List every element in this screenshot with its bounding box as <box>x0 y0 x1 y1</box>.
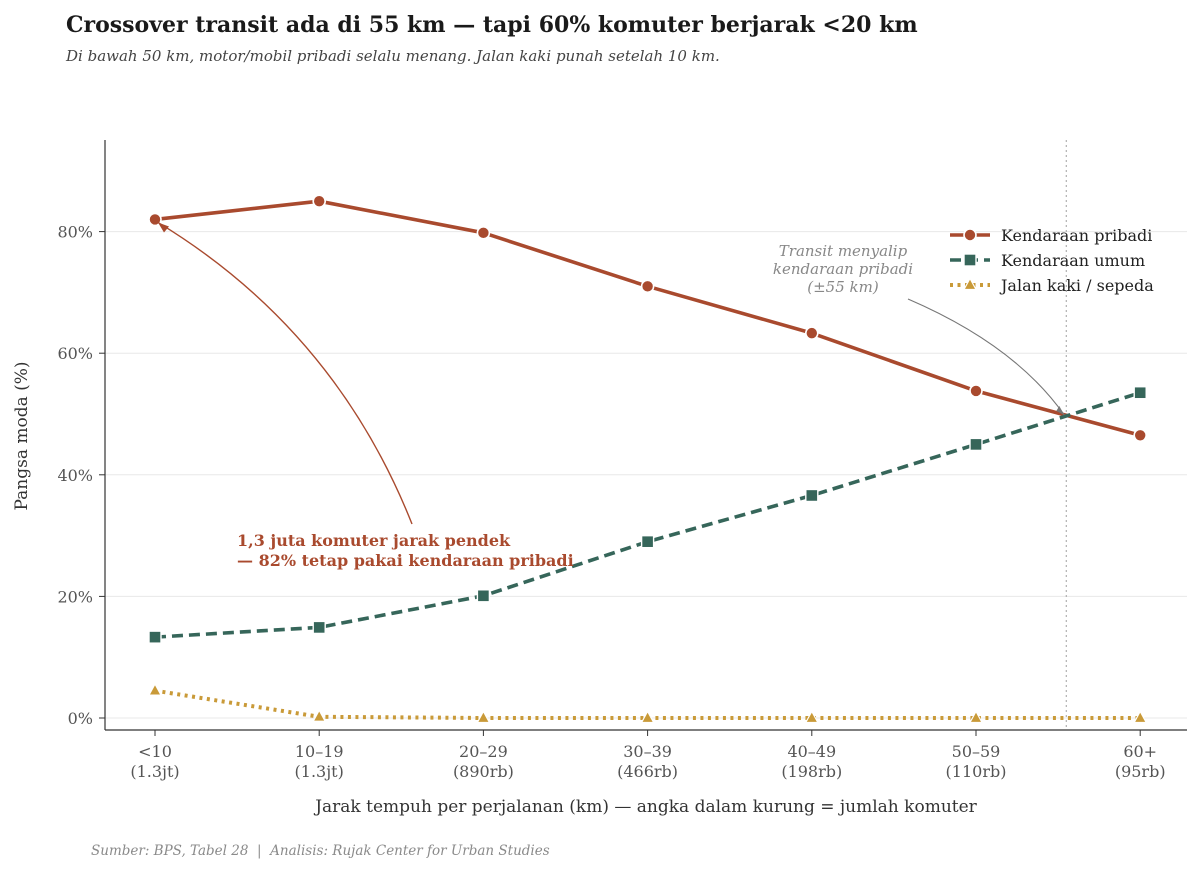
crossover-note-line: (±55 km) <box>807 278 879 296</box>
y-tick-label: 0% <box>68 709 93 728</box>
x-tick-label: 20–29 <box>459 742 508 761</box>
data-point <box>969 384 983 398</box>
legend-label: Kendaraan umum <box>1001 251 1145 270</box>
data-point <box>312 194 327 208</box>
data-point <box>147 682 163 696</box>
crossover-note-line: Transit menyalip <box>779 242 908 260</box>
x-tick-sublabel: (466rb) <box>617 762 678 781</box>
data-point <box>1133 710 1148 724</box>
data-point <box>804 710 819 724</box>
data-point <box>640 534 655 549</box>
y-tick-label: 40% <box>57 466 93 485</box>
y-tick-label: 20% <box>57 587 93 606</box>
source-note: Sumber: BPS, Tabel 28 | Analisis: Rujak … <box>91 843 550 859</box>
legend-label: Jalan kaki / sepeda <box>999 276 1154 295</box>
data-point <box>640 710 655 724</box>
x-tick-label: 50–59 <box>952 742 1001 761</box>
chart-subtitle: Di bawah 50 km, motor/mobil pribadi sela… <box>65 47 720 65</box>
y-axis-label: Pangsa moda (%) <box>12 361 32 510</box>
data-point <box>312 709 327 722</box>
series-1 <box>148 386 1147 644</box>
x-axis-label: Jarak tempuh per perjalanan (km) — angka… <box>313 797 977 817</box>
x-tick-sublabel: (890rb) <box>453 762 514 781</box>
data-point <box>1133 386 1147 400</box>
legend-label: Kendaraan pribadi <box>1001 226 1152 245</box>
x-tick-sublabel: (198rb) <box>781 762 842 781</box>
series-line <box>154 391 1141 639</box>
x-tick-label: 30–39 <box>623 742 672 761</box>
legend-item: Kendaraan umum <box>950 251 1145 270</box>
data-point <box>969 437 983 452</box>
y-ticks: 0% 20% 40% 60% 80% <box>57 223 105 728</box>
x-tick-label: 60+ <box>1123 742 1157 761</box>
x-tick-label: 10–19 <box>295 742 344 761</box>
legend-item: Kendaraan pribadi <box>950 226 1152 245</box>
x-tick-label: 40–49 <box>787 742 836 761</box>
crossover-note-arrowhead <box>1056 406 1065 416</box>
data-point <box>476 226 491 240</box>
legend-swatch-marker <box>963 228 977 242</box>
short-trip-note-arrowhead <box>158 222 169 233</box>
series <box>147 194 1148 724</box>
axes <box>104 140 1187 731</box>
x-tick-sublabel: (1.3jt) <box>295 762 344 781</box>
legend-swatch-marker <box>962 277 978 291</box>
short-trip-note-line: — 82% tetap pakai kendaraan pribadi <box>237 551 574 570</box>
legend: Kendaraan pribadi Kendaraan umum Jalan kak… <box>950 226 1154 295</box>
data-point <box>476 710 491 724</box>
legend-swatch-marker <box>963 253 977 267</box>
data-point <box>805 488 819 503</box>
data-point <box>1133 428 1147 443</box>
x-tick-sublabel: (1.3jt) <box>130 762 179 781</box>
series-0 <box>148 194 1147 443</box>
data-point <box>968 710 984 724</box>
x-tick-label: <10 <box>138 742 172 761</box>
x-tick-sublabel: (95rb) <box>1115 762 1166 781</box>
legend-item: Jalan kaki / sepeda <box>950 276 1154 295</box>
short-trip-note-arrow <box>157 221 413 525</box>
series-line <box>154 199 1141 438</box>
data-point <box>640 279 655 294</box>
x-ticks: <10(1.3jt)10–19(1.3jt)20–29(890rb)30–39(… <box>130 730 1166 781</box>
crossover-note-arrow <box>907 298 1065 416</box>
data-point <box>804 326 819 340</box>
data-point <box>312 620 326 635</box>
series-2 <box>147 682 1148 724</box>
y-tick-label: 60% <box>57 344 93 363</box>
short-trip-note-line: 1,3 juta komuter jarak pendek <box>237 531 511 550</box>
gridlines <box>105 231 1187 719</box>
data-point <box>476 589 491 603</box>
y-tick-label: 80% <box>57 223 93 242</box>
chart-title: Crossover transit ada di 55 km — tapi 60… <box>66 12 918 38</box>
crossover-note-line: kendaraan pribadi <box>773 260 913 278</box>
x-tick-sublabel: (110rb) <box>946 762 1007 781</box>
data-point <box>148 630 162 644</box>
